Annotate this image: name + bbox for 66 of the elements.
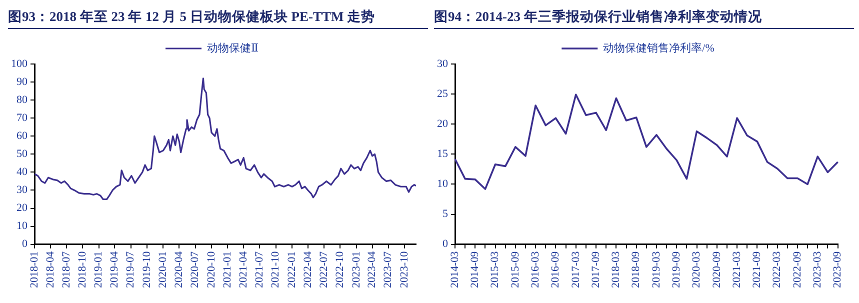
x-tick-label: 2021-03: [730, 250, 743, 288]
x-tick-label: 2017-09: [590, 250, 602, 288]
x-tick-label: 2022-01: [286, 251, 298, 288]
x-tick-label: 2016-09: [550, 250, 562, 288]
x-tick-label: 2023-04: [366, 250, 378, 288]
x-tick-label: 2020-01: [157, 251, 170, 288]
y-tick-label: 20: [16, 202, 28, 214]
y-tick-label: 15: [437, 148, 448, 160]
y-tick-label: 70: [16, 112, 28, 124]
x-tick-label: 2022-04: [302, 250, 314, 288]
x-tick-label: 2021-04: [237, 250, 250, 288]
x-tick-label: 2018-09: [630, 250, 642, 288]
x-tick-label: 2022-10: [334, 250, 346, 288]
y-tick-label: 30: [437, 58, 448, 70]
x-tick-label: 2021-07: [254, 250, 266, 288]
x-tick-label: 2019-03: [650, 250, 662, 288]
x-tick-label: 2020-09: [710, 250, 723, 288]
x-tick-label: 2019-07: [124, 250, 137, 288]
y-tick-label: 90: [16, 76, 28, 88]
x-tick-label: 2019-01: [92, 251, 105, 288]
x-tick-label: 2023-09: [832, 250, 844, 288]
y-tick-label: 10: [16, 220, 28, 232]
y-tick-label: 0: [22, 238, 28, 250]
y-tick-label: 50: [16, 148, 28, 160]
x-tick-label: 2018-10: [76, 250, 89, 288]
x-tick-label: 2023-03: [812, 250, 824, 288]
x-tick-label: 2015-03: [489, 250, 502, 288]
y-tick-label: 25: [437, 88, 448, 100]
x-tick-label: 2022-03: [771, 250, 784, 288]
y-tick-label: 10: [437, 178, 448, 190]
x-tick-label: 2020-03: [690, 250, 703, 288]
x-tick-label: 2023-07: [382, 250, 394, 288]
x-tick-label: 2019-09: [670, 250, 683, 288]
x-tick-label: 2019-04: [108, 250, 121, 288]
x-tick-label: 2018-04: [44, 250, 56, 288]
chart-title: 图94：2014-23 年三季报动保行业销售净利率变动情况: [434, 8, 854, 29]
x-tick-label: 2014-09: [469, 250, 482, 288]
x-tick-label: 2015-09: [509, 250, 522, 288]
x-tick-label: 2018-07: [60, 250, 72, 288]
y-tick-label: 0: [442, 238, 448, 250]
y-tick-label: 80: [16, 94, 28, 106]
x-tick-label: 2018-01: [28, 251, 40, 288]
chart-title: 图93：2018 年至 23 年 12 月 5 日动物保健板块 PE-TTM 走势: [8, 8, 428, 29]
x-tick-label: 2021-01: [222, 251, 234, 288]
y-tick-label: 20: [437, 118, 448, 130]
x-tick-label: 2020-04: [173, 250, 186, 288]
y-tick-label: 5: [442, 208, 448, 220]
x-tick-label: 2021-09: [751, 250, 764, 288]
x-tick-label: 2014-03: [448, 250, 461, 288]
y-tick-label: 100: [11, 58, 28, 70]
y-tick-label: 40: [16, 166, 28, 178]
x-tick-label: 2021-10: [270, 250, 282, 288]
x-tick-label: 2022-09: [791, 250, 804, 288]
x-tick-label: 2020-10: [205, 250, 218, 288]
x-tick-label: 2020-07: [189, 250, 202, 288]
x-tick-label: 2022-07: [318, 250, 330, 288]
x-tick-label: 2023-10: [398, 250, 410, 288]
y-tick-label: 60: [16, 130, 28, 142]
x-tick-label: 2023-01: [350, 251, 362, 288]
legend-label: 动物保健Ⅱ: [207, 42, 258, 54]
x-tick-label: 2016-03: [529, 250, 542, 288]
x-tick-label: 2019-10: [140, 250, 153, 288]
legend-label: 动物保健销售净利率/%: [603, 41, 714, 54]
x-tick-label: 2017-03: [570, 250, 582, 288]
y-tick-label: 30: [16, 184, 28, 196]
x-tick-label: 2018-03: [610, 250, 622, 288]
